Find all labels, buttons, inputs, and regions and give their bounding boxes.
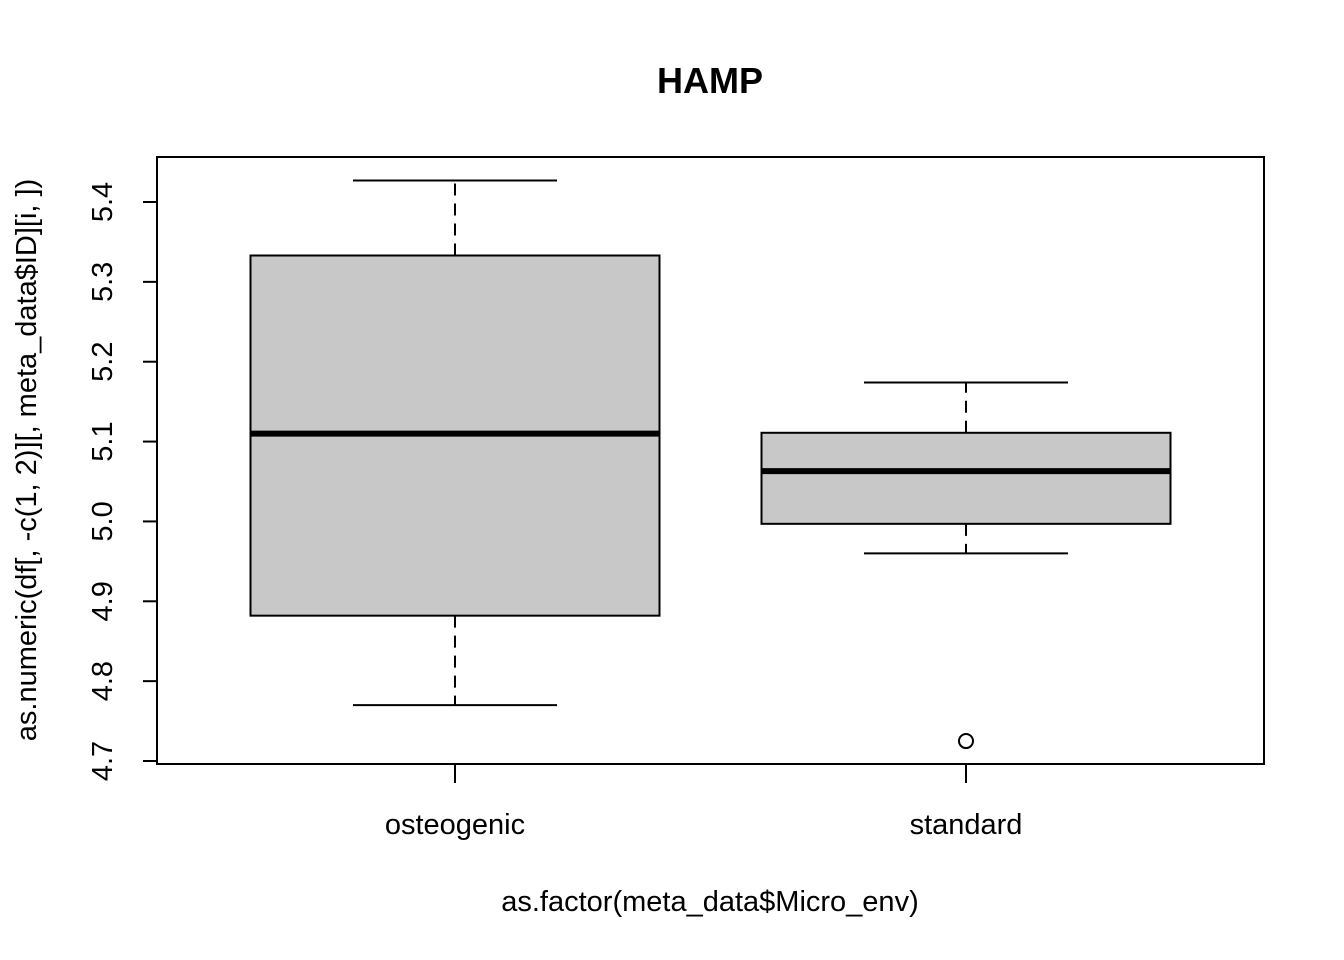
box-marks <box>249 179 1172 750</box>
y-tick-label: 4.7 <box>87 741 119 781</box>
x-tick-label: osteogenic <box>385 809 525 841</box>
chart-title: HAMP <box>657 60 763 101</box>
y-tick-label: 5.2 <box>87 342 119 382</box>
x-tick-label: standard <box>910 809 1023 841</box>
y-tick-label: 4.8 <box>87 661 119 701</box>
y-axis-label: as.numeric(df[, -c(1, 2)][, meta_data$ID… <box>11 179 43 741</box>
box-group-standard <box>760 381 1172 750</box>
y-tick-label: 5.0 <box>87 501 119 541</box>
x-axis: osteogenic standard <box>385 763 1023 841</box>
y-tick-label: 5.1 <box>87 421 119 461</box>
iqr-box <box>760 431 1172 525</box>
y-tick-label: 4.9 <box>87 581 119 621</box>
x-axis-label: as.factor(meta_data$Micro_env) <box>501 886 918 918</box>
y-tick-label: 5.4 <box>87 182 119 222</box>
y-axis: 4.7 4.8 4.9 5.0 5.1 5.2 5.3 5.4 <box>87 182 158 781</box>
y-tick-label: 5.3 <box>87 262 119 302</box>
outlier-point <box>958 733 974 750</box>
box-group-osteogenic <box>249 179 661 707</box>
